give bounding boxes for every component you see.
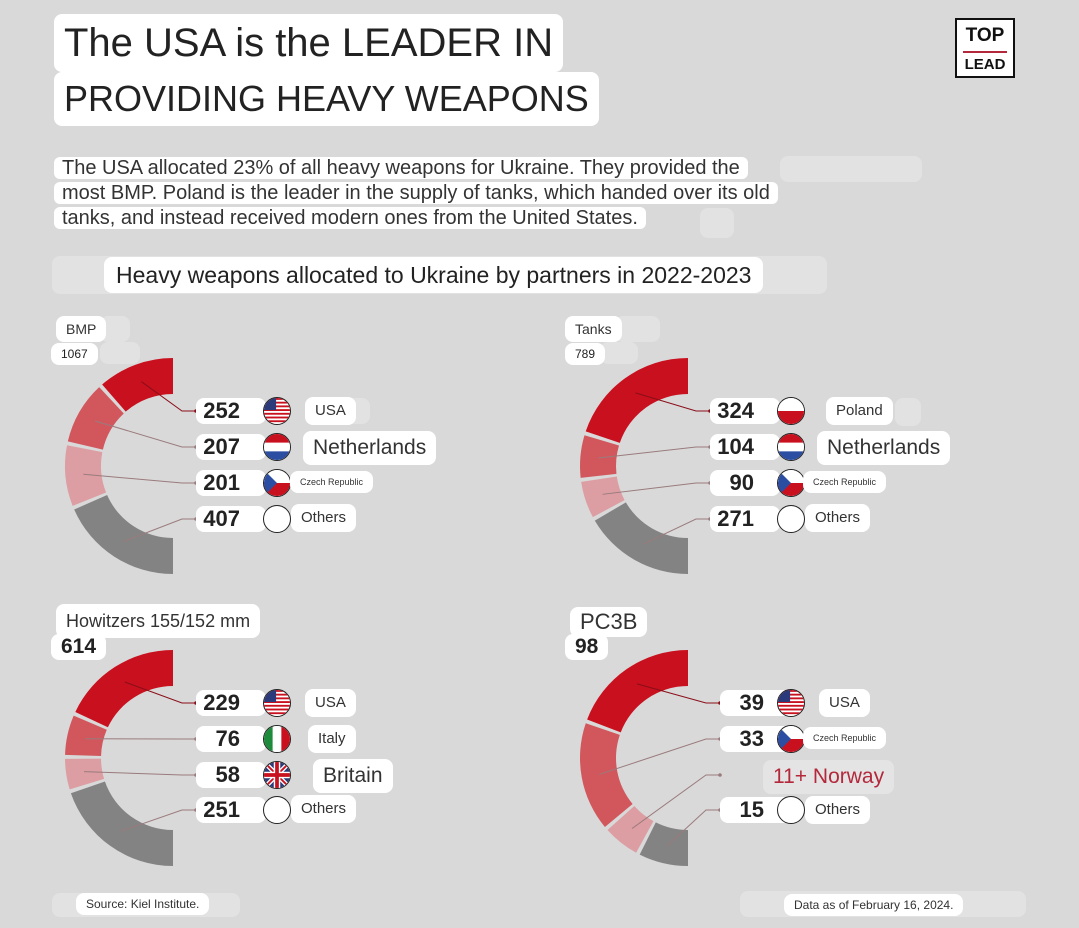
bmp-connector-0 <box>141 381 196 412</box>
netherlands-flag-icon <box>263 433 291 461</box>
title-line-2: PROVIDING HEAVY WEAPONS <box>54 72 599 126</box>
uk-flag-icon <box>263 761 291 789</box>
description-line-1: The USA allocated 23% of all heavy weapo… <box>54 157 748 179</box>
howitzers-chart-title: Howitzers 155/152 mm <box>56 604 261 638</box>
howitzers-country-italy: Italy <box>308 725 356 753</box>
howitzers-country-usa: USA <box>305 689 356 717</box>
howitzers-country-britain: Britain <box>313 759 393 793</box>
pc3b-segment-3 <box>639 822 688 866</box>
bmp-connector-3 <box>123 518 196 542</box>
bmp-chart-total: 1067 <box>51 343 98 365</box>
pc3b-segment-1 <box>579 723 633 827</box>
pc3b-norway-label: 11+ Norway <box>763 760 895 794</box>
bmp-segment-0 <box>102 358 173 412</box>
date-note: Data as of February 16, 2024. <box>784 894 964 916</box>
toplead-logo: TOP LEAD <box>955 18 1015 78</box>
logo-bottom-text: LEAD <box>964 56 1006 73</box>
tanks-segment-1 <box>580 435 619 478</box>
pc3b-connector-dot-2 <box>718 773 722 777</box>
bmp-segment-1 <box>67 387 124 450</box>
bmp-value-netherlands: 207 <box>196 434 266 460</box>
pc3b-segment-2 <box>607 806 654 853</box>
czech-flag-icon <box>777 725 805 753</box>
bmp-segment-2 <box>65 445 107 506</box>
pc3b-country-usa: USA <box>819 689 870 717</box>
tanks-value-netherlands: 104 <box>710 434 780 460</box>
bmp-connector-2 <box>83 473 196 484</box>
usa-flag-icon <box>777 689 805 717</box>
pc3b-segment-0 <box>587 650 688 733</box>
tanks-connector-3 <box>643 518 710 545</box>
tanks-segment-2 <box>581 476 625 518</box>
tanks-value-czech: 90 <box>710 470 780 496</box>
usa-flag-icon <box>263 397 291 425</box>
bmp-value-usa: 252 <box>196 398 266 424</box>
tanks-connector-1 <box>598 446 710 459</box>
tanks-country-poland: Poland <box>826 397 893 425</box>
bmp-value-czech: 201 <box>196 470 266 496</box>
howitzers-value-britain: 58 <box>196 762 266 788</box>
howitzers-country-others: Others <box>291 795 357 823</box>
tanks-country-others: Others <box>805 504 871 532</box>
pc3b-connector-0 <box>636 683 720 704</box>
usa-flag-icon <box>263 689 291 717</box>
howitzers-segment-2 <box>65 758 105 790</box>
tanks-value-poland: 324 <box>710 398 780 424</box>
howitzers-connector-0 <box>124 681 196 704</box>
bmp-country-usa: USA <box>305 397 356 425</box>
tanks-connector-2 <box>602 482 710 495</box>
tanks-segment-3 <box>594 502 688 574</box>
title-line-1: The USA is the LEADER IN <box>54 14 564 72</box>
source-note: Source: Kiel Institute. <box>76 893 210 915</box>
description: The USA allocated 23% of all heavy weapo… <box>54 156 894 231</box>
czech-flag-icon <box>263 469 291 497</box>
netherlands-flag-icon <box>777 433 805 461</box>
pc3b-chart-total: 98 <box>565 634 609 660</box>
bmp-country-others: Others <box>291 504 357 532</box>
tanks-segment-0 <box>585 358 688 443</box>
tanks-value-others: 271 <box>710 506 780 532</box>
pc3b-connector-2 <box>631 774 720 829</box>
tanks-chart-title: Tanks <box>565 316 622 342</box>
howitzers-segment-3 <box>70 781 173 866</box>
bmp-connector-1 <box>94 420 196 448</box>
pc3b-connector-1 <box>599 738 720 775</box>
howitzers-connector-3 <box>120 809 196 832</box>
italy-flag-icon <box>263 725 291 753</box>
bmp-segment-3 <box>74 495 173 574</box>
pc3b-connector-3 <box>666 809 720 846</box>
empty-flag-icon <box>777 505 805 533</box>
howitzers-value-italy: 76 <box>196 726 266 752</box>
pc3b-chart-title: PC3B <box>570 607 648 637</box>
pc3b-country-czech: Czech Republic <box>803 727 887 749</box>
howitzers-chart-total: 614 <box>51 634 107 660</box>
czech-flag-icon <box>777 469 805 497</box>
empty-flag-icon <box>777 796 805 824</box>
poland-flag-icon <box>777 397 805 425</box>
tanks-connector-0 <box>635 392 710 412</box>
howitzers-segment-1 <box>65 715 107 756</box>
empty-flag-icon <box>263 796 291 824</box>
tanks-chart-total: 789 <box>565 343 606 365</box>
tanks-country-czech: Czech Republic <box>803 471 887 493</box>
tanks-country-netherlands: Netherlands <box>817 431 951 465</box>
description-line-3: tanks, and instead received modern ones … <box>54 207 646 229</box>
logo-top-text: TOP <box>963 20 1007 53</box>
howitzers-value-usa: 229 <box>196 690 266 716</box>
howitzers-segment-0 <box>75 650 173 728</box>
pc3b-country-others: Others <box>805 796 871 824</box>
bmp-value-others: 407 <box>196 506 266 532</box>
bmp-chart-title: BMP <box>56 316 107 342</box>
chart-subtitle: Heavy weapons allocated to Ukraine by pa… <box>104 257 764 293</box>
bmp-country-czech: Czech Republic <box>290 471 374 493</box>
howitzers-connector-2 <box>84 771 196 776</box>
empty-flag-icon <box>263 505 291 533</box>
howitzers-value-others: 251 <box>196 797 266 823</box>
description-line-2: most BMP. Poland is the leader in the su… <box>54 182 778 204</box>
bmp-country-netherlands: Netherlands <box>303 431 437 465</box>
